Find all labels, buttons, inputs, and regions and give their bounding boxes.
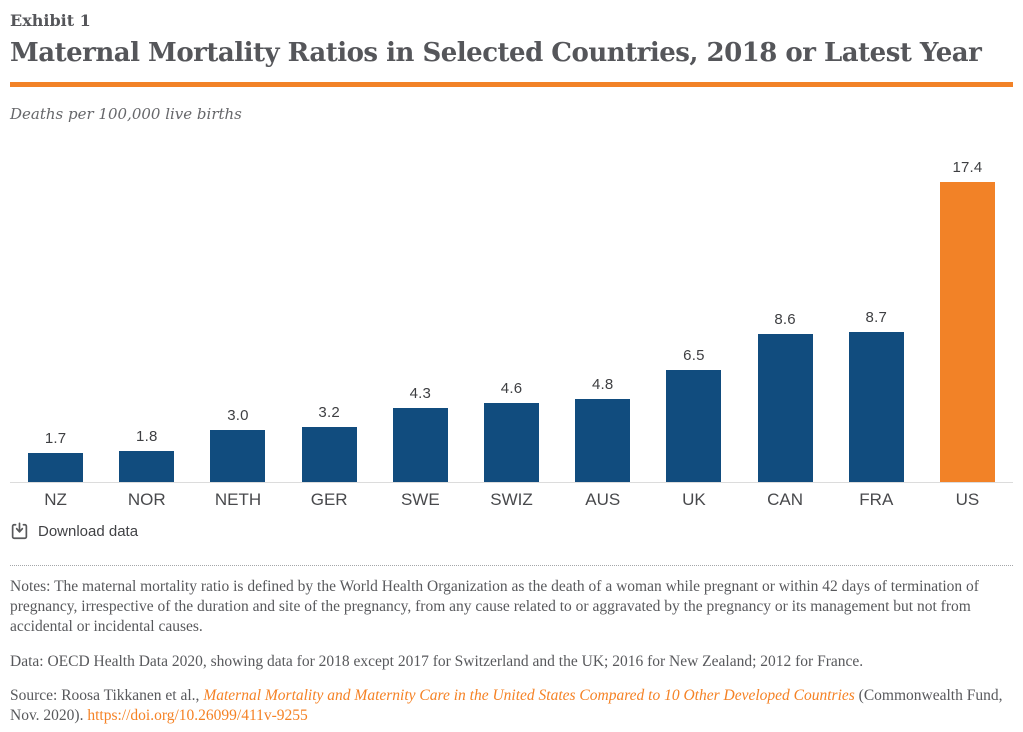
accent-rule xyxy=(10,82,1013,87)
bar-chart: 1.7 1.8 3.0 3.2 4.3 4.6 4.8 6.5 8.6 8.7 17.4 NZ NOR… xyxy=(10,150,1013,510)
category-label-swiz: SWIZ xyxy=(490,490,533,509)
source-prefix: Source: Roosa Tikkanen et al., xyxy=(10,687,204,704)
bar-column-aus: 4.8 xyxy=(557,376,648,482)
bar-column-ger: 3.2 xyxy=(284,404,375,482)
bar-column-nz: 1.7 xyxy=(10,430,101,482)
dotted-separator xyxy=(10,565,1013,566)
value-label: 4.8 xyxy=(591,376,614,393)
category-label-ger: GER xyxy=(310,490,348,509)
category-label-swe: SWE xyxy=(400,490,440,509)
value-label: 3.0 xyxy=(227,407,249,424)
category-label-nz: NZ xyxy=(44,490,67,509)
bar-column-fra: 8.7 xyxy=(831,309,922,482)
value-label: 1.8 xyxy=(136,428,158,445)
value-label: 8.6 xyxy=(774,311,796,328)
data-source-text: Data: OECD Health Data 2020, showing dat… xyxy=(10,653,864,670)
doi-link[interactable]: https://doi.org/10.26099/411v-9255 xyxy=(87,707,308,724)
bar-column-swiz: 4.6 xyxy=(466,380,557,482)
bar-uk xyxy=(666,370,722,482)
category-label-uk: UK xyxy=(682,490,706,509)
value-label: 3.2 xyxy=(318,404,340,421)
download-icon xyxy=(11,522,28,540)
download-data-link[interactable]: Download data xyxy=(10,522,138,541)
bar-aus xyxy=(575,399,631,482)
bar-neth xyxy=(210,430,266,482)
value-label: 8.7 xyxy=(865,309,887,326)
category-label-us: US xyxy=(955,490,980,509)
value-label: 4.3 xyxy=(409,385,432,402)
category-label-fra: FRA xyxy=(859,490,894,509)
notes-text: Notes: The maternal mortality ratio is d… xyxy=(10,578,979,635)
download-data-label: Download data xyxy=(38,523,139,540)
bar-us xyxy=(939,182,995,482)
bar-column-nor: 1.8 xyxy=(101,428,192,482)
bar-ger xyxy=(301,427,357,482)
category-label-nor: NOR xyxy=(127,490,166,509)
value-label: 6.5 xyxy=(683,347,705,364)
bar-column-us: 17.4 xyxy=(922,159,1013,482)
bar-column-neth: 3.0 xyxy=(192,407,283,482)
source-publication-link[interactable]: Maternal Mortality and Maternity Care in… xyxy=(203,687,855,704)
footer-notes: Notes: The maternal mortality ratio is d… xyxy=(10,577,1013,726)
value-label: 17.4 xyxy=(952,159,983,176)
page-title: Maternal Mortality Ratios in Selected Co… xyxy=(10,38,982,68)
bar-column-uk: 6.5 xyxy=(648,347,739,482)
bars-row: 1.7 1.8 3.0 3.2 4.3 4.6 4.8 6.5 8.6 8.7 17.4 xyxy=(10,150,1013,483)
category-labels-row: NZ NOR NETH GER SWE SWIZ AUS UK CAN FRA US xyxy=(10,483,1013,510)
bar-swe xyxy=(392,408,448,482)
source-suffix: (Commonwealth Fund, Nov. 2020). xyxy=(10,687,1003,724)
bar-column-can: 8.6 xyxy=(740,311,831,482)
value-label: 4.6 xyxy=(500,380,523,397)
source-text: Source: Roosa Tikkanen et al., Maternal … xyxy=(10,686,1013,726)
category-label-neth: NETH xyxy=(214,490,262,509)
category-label-aus: AUS xyxy=(585,490,621,509)
value-label: 1.7 xyxy=(44,430,67,447)
bar-column-swe: 4.3 xyxy=(375,385,466,482)
bar-can xyxy=(757,334,813,482)
bar-nor xyxy=(119,451,175,482)
chart-subtitle: Deaths per 100,000 live births xyxy=(10,105,242,123)
bar-nz xyxy=(28,453,84,482)
exhibit-label: Exhibit 1 xyxy=(10,11,91,30)
bar-swiz xyxy=(484,403,540,482)
bar-fra xyxy=(848,332,904,482)
category-label-can: CAN xyxy=(767,490,804,509)
